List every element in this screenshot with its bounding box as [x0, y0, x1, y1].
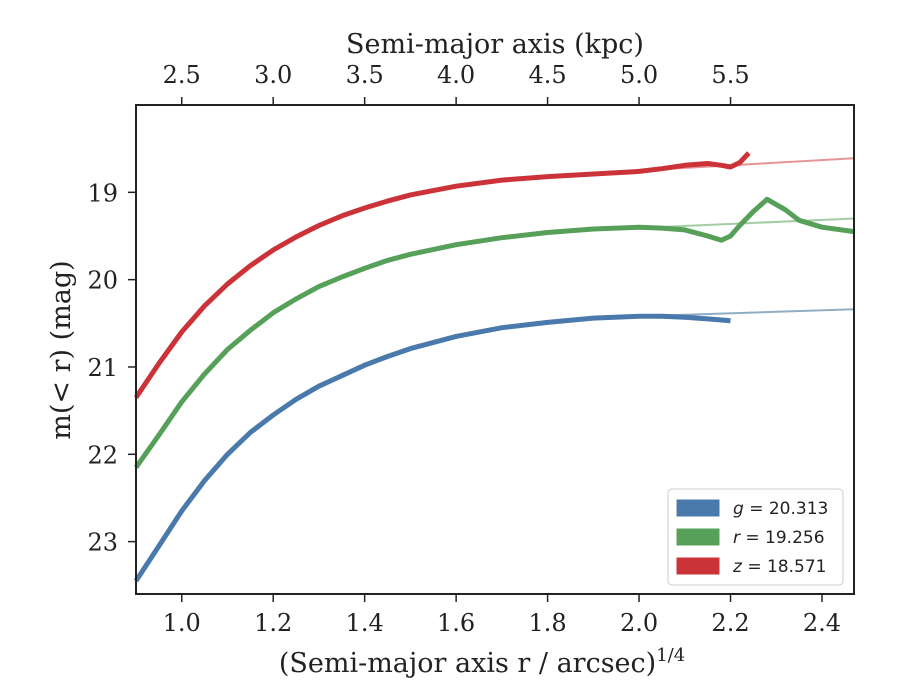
top-x-axis: 2.5 3.0 3.5 4.0 4.5 5.0 5.5 — [163, 61, 750, 105]
top-tick-label: 4.5 — [529, 61, 567, 89]
y-tick-label: 23 — [87, 529, 118, 557]
legend-label-g: g = 20.313 — [733, 499, 828, 519]
legend-label-z: z = 18.571 — [732, 557, 826, 577]
x-axis-title-superscript: 1/4 — [656, 645, 685, 666]
legend-var: z — [732, 557, 743, 577]
top-tick-label: 4.0 — [437, 61, 475, 89]
plot-area — [133, 151, 855, 583]
y-tick-label: 22 — [87, 441, 118, 469]
x-axis: 1.0 1.2 1.4 1.6 1.8 2.0 2.2 2.4 — [163, 594, 841, 637]
top-tick-label: 3.0 — [254, 61, 292, 89]
series-line-r — [133, 196, 855, 469]
y-axis-title: m(< r) (mag) — [46, 260, 77, 439]
plot-frame — [135, 104, 855, 595]
legend-swatch-z — [676, 557, 720, 575]
x-axis-title: (Semi-major axis r / arcsec)1/4 — [279, 645, 685, 679]
legend-var: g — [733, 499, 744, 519]
y-tick-label: 21 — [87, 354, 118, 382]
x-tick-label: 1.8 — [529, 609, 567, 637]
x-tick-label: 2.4 — [803, 609, 841, 637]
legend-swatch-r — [676, 528, 720, 546]
legend-swatch-g — [676, 499, 720, 517]
top-axis-title: Semi-major axis (kpc) — [346, 29, 644, 60]
x-tick-label: 1.6 — [437, 609, 475, 637]
x-tick-label: 1.2 — [254, 609, 292, 637]
x-tick-label: 2.0 — [620, 609, 658, 637]
legend-var: r — [733, 528, 741, 548]
legend-label-r: r = 19.256 — [733, 528, 825, 548]
y-tick-label: 20 — [87, 267, 118, 295]
top-tick-label: 5.0 — [620, 61, 658, 89]
legend-value: = 20.313 — [744, 499, 829, 519]
x-tick-label: 1.0 — [163, 609, 201, 637]
top-tick-label: 2.5 — [163, 61, 201, 89]
y-axis: 19 20 21 22 23 — [87, 179, 136, 557]
x-axis-title-text: (Semi-major axis r / arcsec) — [279, 648, 656, 679]
top-tick-label: 3.5 — [346, 61, 384, 89]
series-line-z — [133, 151, 751, 399]
top-tick-label: 5.5 — [711, 61, 749, 89]
series-line-g — [133, 313, 731, 583]
x-tick-label: 2.2 — [711, 609, 749, 637]
x-tick-label: 1.4 — [346, 609, 384, 637]
y-tick-label: 19 — [87, 179, 118, 207]
legend-value: = 19.256 — [740, 528, 825, 548]
legend-value: = 18.571 — [742, 557, 827, 577]
